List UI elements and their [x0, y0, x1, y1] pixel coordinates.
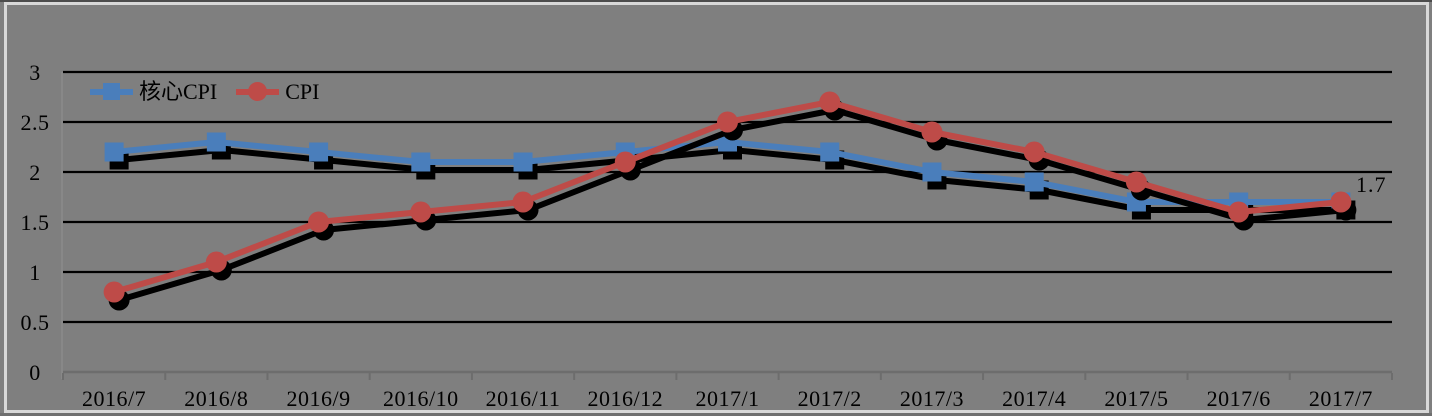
data-point-marker	[308, 211, 330, 233]
legend-item-core-cpi: 核心CPI	[90, 80, 217, 104]
data-point-marker	[1126, 192, 1146, 212]
y-axis-tick-label: 2	[29, 160, 41, 185]
data-point-marker	[820, 142, 840, 162]
legend-item-cpi: CPI	[236, 79, 320, 104]
x-axis-tick-label: 2017/5	[1104, 386, 1168, 411]
x-axis-tick-label: 2017/7	[1309, 386, 1373, 411]
x-axis-tick-label: 2017/1	[695, 386, 759, 411]
data-point-marker	[717, 111, 738, 133]
x-axis-tick-label: 2017/6	[1207, 386, 1271, 411]
x-axis-tick-label: 2016/11	[486, 386, 561, 411]
square-marker-icon	[103, 83, 120, 100]
legend-label-cpi: CPI	[285, 79, 320, 104]
data-point-marker	[410, 201, 432, 223]
bottom-edge-line	[0, 413, 1432, 416]
y-axis-tick-label: 0.5	[21, 310, 50, 335]
series-CPI	[103, 91, 1352, 303]
data-point-marker	[922, 162, 942, 182]
circle-marker-icon	[248, 82, 268, 101]
cpi-series-swatch-icon	[236, 80, 280, 104]
core-cpi-series-swatch-icon	[90, 80, 133, 104]
y-axis-tick-label: 1	[29, 260, 41, 285]
x-axis-tick-label: 2017/2	[798, 386, 862, 411]
y-axis-tick-label: 2.5	[21, 110, 50, 135]
top-edge-line	[0, 0, 1432, 2]
data-point-marker	[206, 132, 226, 152]
data-point-marker	[309, 142, 329, 162]
data-point-marker	[103, 281, 125, 303]
x-axis-tick-label: 2017/3	[900, 386, 964, 411]
x-axis-tick-label: 2016/10	[383, 386, 459, 411]
data-point-marker	[1228, 201, 1250, 223]
data-point-marker	[513, 152, 533, 172]
chart-legend: 核心CPI CPI	[90, 80, 320, 104]
x-axis-tick-label: 2017/4	[1002, 386, 1066, 411]
last-point-data-label: 1.7	[1356, 172, 1387, 197]
y-axis-tick-label: 3	[29, 60, 41, 85]
data-point-marker	[1023, 141, 1045, 163]
y-axis-tick-label: 0	[29, 360, 41, 385]
y-axis-tick-label: 1.5	[21, 210, 50, 235]
x-axis-tick-label: 2016/8	[184, 386, 248, 411]
data-point-marker	[1125, 171, 1147, 193]
x-axis-tick-label: 2016/12	[587, 386, 663, 411]
series-核心CPI	[104, 132, 1351, 212]
legend-label-core-cpi: 核心CPI	[139, 79, 218, 104]
x-axis-tick-label: 2016/9	[287, 386, 351, 411]
data-point-marker	[104, 142, 124, 162]
data-point-marker	[921, 121, 943, 143]
x-axis-tick-label: 2016/7	[82, 386, 146, 411]
data-point-marker	[1330, 191, 1352, 213]
data-point-marker	[718, 132, 737, 152]
data-point-marker	[411, 152, 431, 172]
data-point-marker	[1024, 172, 1044, 192]
data-point-marker	[205, 251, 227, 273]
data-point-marker	[819, 91, 841, 113]
data-point-marker	[512, 191, 534, 213]
data-point-marker	[614, 151, 636, 173]
